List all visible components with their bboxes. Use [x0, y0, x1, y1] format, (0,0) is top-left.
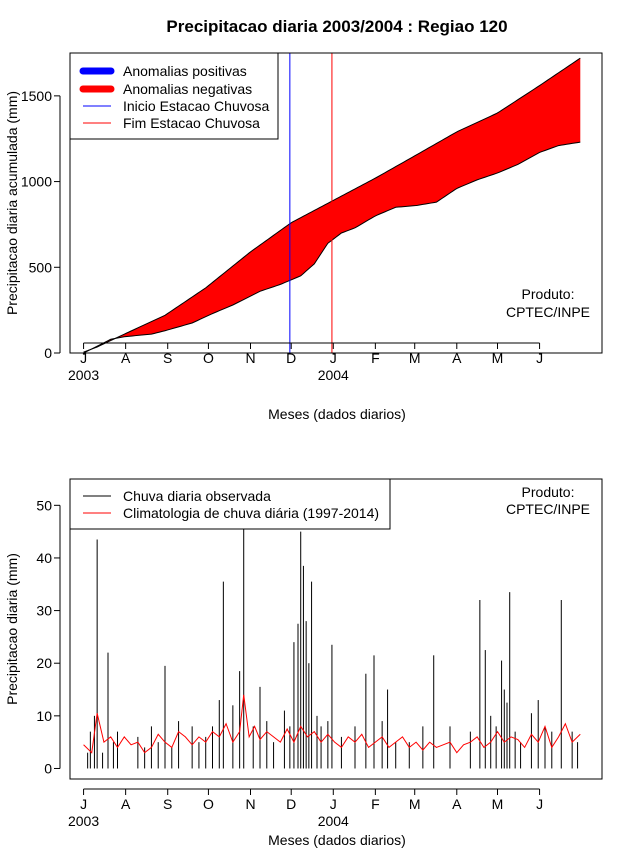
bottom-legend-box	[69, 478, 391, 530]
y-tick-label: 1000	[21, 174, 52, 190]
bottom-y-axis: 0 10 20 30 40 50	[36, 497, 61, 776]
top-legend-box	[69, 52, 279, 140]
x-tick-label: J	[330, 796, 337, 812]
top-annotation-line2: CPTEC/INPE	[506, 304, 590, 320]
x-tick-label: M	[409, 796, 421, 812]
y-tick-label: 50	[36, 497, 52, 513]
bottom-annotation-line2: CPTEC/INPE	[506, 501, 590, 517]
legend-label-positive: Anomalias positivas	[123, 63, 247, 79]
legend-label-climatology: Climatologia de chuva diária (1997-2014)	[123, 505, 379, 521]
x-tick-label: J	[536, 350, 543, 366]
x-tick-label: F	[371, 796, 380, 812]
top-legend: Anomalias positivas Anomalias negativas …	[69, 52, 279, 140]
x-tick-label: S	[163, 350, 172, 366]
year-label: 2003	[68, 367, 99, 383]
legend-label-negative: Anomalias negativas	[123, 81, 252, 97]
x-tick-label: A	[121, 796, 131, 812]
y-tick-label: 0	[44, 760, 52, 776]
y-tick-label: 0	[44, 345, 52, 361]
y-tick-label: 1500	[21, 88, 52, 104]
x-tick-label: M	[492, 796, 504, 812]
bottom-legend: Chuva diaria observada Climatologia de c…	[69, 478, 391, 530]
bottom-y-axis-label: Precipitacao diaria (mm)	[4, 553, 20, 705]
climatology-line	[83, 694, 581, 754]
y-tick-label: 10	[36, 708, 52, 724]
top-annotation-line1: Produto:	[522, 286, 575, 302]
y-tick-label: 500	[29, 259, 53, 275]
climatology-layer	[83, 694, 581, 754]
legend-label-observed: Chuva diaria observada	[123, 488, 271, 504]
x-tick-label: N	[245, 350, 255, 366]
x-tick-label: D	[286, 350, 296, 366]
bottom-x-axis-label: Meses (dados diarios)	[268, 832, 406, 848]
x-tick-label: A	[452, 350, 462, 366]
bottom-annotation-line1: Produto:	[522, 484, 575, 500]
year-label: 2003	[68, 813, 99, 829]
daily-rain-bars	[87, 521, 579, 769]
x-tick-label: M	[409, 350, 421, 366]
legend-label-inicio: Inicio Estacao Chuvosa	[123, 98, 270, 114]
top-plot-frame	[69, 52, 603, 354]
x-tick-label: N	[245, 796, 255, 812]
legend-label-fim: Fim Estacao Chuvosa	[123, 115, 260, 131]
x-tick-label: D	[286, 796, 296, 812]
season-lines	[289, 53, 333, 353]
x-tick-label: J	[80, 796, 87, 812]
y-tick-label: 20	[36, 655, 52, 671]
y-tick-label: 40	[36, 550, 52, 566]
x-tick-label: F	[371, 350, 380, 366]
top-y-axis-label: Precipitacao diaria acumulada (mm)	[4, 91, 20, 315]
x-tick-label: J	[80, 350, 87, 366]
x-tick-label: O	[203, 350, 214, 366]
x-tick-label: J	[330, 350, 337, 366]
x-tick-label: O	[203, 796, 214, 812]
top-x-axis-label: Meses (dados diarios)	[268, 406, 406, 422]
y-tick-label: 30	[36, 603, 52, 619]
x-tick-label: J	[536, 796, 543, 812]
chart-title: Precipitacao diaria 2003/2004 : Regiao 1…	[166, 17, 507, 36]
year-label: 2004	[318, 813, 349, 829]
x-tick-label: S	[163, 796, 172, 812]
x-tick-label: A	[452, 796, 462, 812]
x-tick-label: A	[121, 350, 131, 366]
x-tick-label: M	[492, 350, 504, 366]
top-y-axis: 0 500 1000 1500	[21, 88, 61, 361]
year-label: 2004	[318, 367, 349, 383]
